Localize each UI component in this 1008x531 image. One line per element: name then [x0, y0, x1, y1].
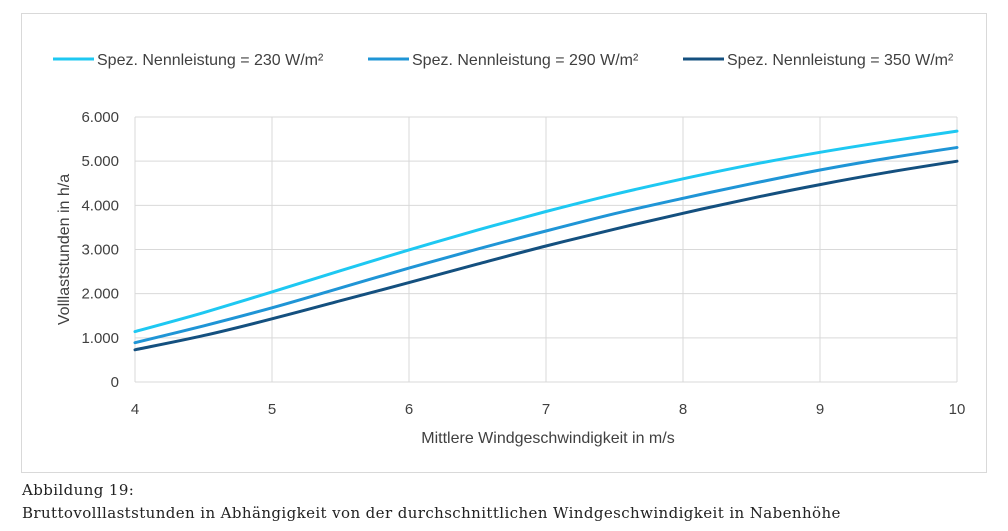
y-tick-label: 2.000 — [81, 286, 119, 303]
y-tick-label: 0 — [111, 374, 119, 391]
figure-caption: Bruttovolllaststunden in Abhängigkeit vo… — [22, 504, 841, 522]
x-tick-label: 7 — [542, 401, 550, 418]
x-tick-label: 5 — [268, 401, 276, 418]
y-tick-label: 6.000 — [81, 109, 119, 126]
y-axis-title: Volllaststunden in h/a — [56, 174, 73, 325]
line-chart: 4 5 6 7 8 9 10 0 1.000 2.000 3.000 4.000 5.000 6.000 M… — [53, 52, 966, 447]
y-tick-label: 3.000 — [81, 242, 119, 259]
series-line-2 — [133, 146, 959, 345]
y-tick-label: 4.000 — [81, 197, 119, 214]
series-line-3 — [133, 159, 959, 352]
y-tick-label: 1.000 — [81, 330, 119, 347]
figure-label: Abbildung 19: — [22, 481, 135, 499]
legend-label-2: Spez. Nennleistung = 290 W/m² — [412, 52, 639, 69]
x-tick-label: 4 — [131, 401, 139, 418]
x-tick-label: 9 — [816, 401, 824, 418]
legend-label-1: Spez. Nennleistung = 230 W/m² — [97, 52, 324, 69]
x-tick-label: 6 — [405, 401, 413, 418]
series-line-1 — [133, 129, 959, 334]
x-tick-label: 8 — [679, 401, 687, 418]
x-tick-label: 10 — [949, 401, 966, 418]
y-tick-label: 5.000 — [81, 153, 119, 170]
x-axis-title: Mittlere Windgeschwindigkeit in m/s — [421, 430, 674, 447]
legend-label-3: Spez. Nennleistung = 350 W/m² — [727, 52, 954, 69]
